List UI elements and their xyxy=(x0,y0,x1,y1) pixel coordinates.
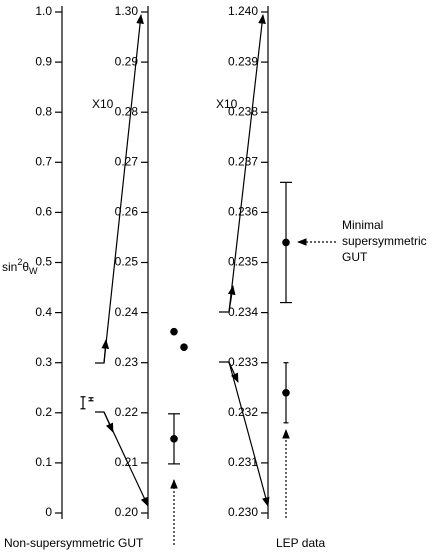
y-tick-label: 0.5 xyxy=(35,255,52,269)
y-tick-label: 0.233 xyxy=(228,355,258,369)
y-label-part: 2 xyxy=(17,257,22,267)
y-tick-label: 0.3 xyxy=(35,355,52,369)
y-tick-label: 0.234 xyxy=(228,305,258,319)
y-tick-label: 0.4 xyxy=(35,305,52,319)
y-tick-label: 1.240 xyxy=(228,4,258,18)
y-tick-label: 0.236 xyxy=(228,205,258,219)
y-tick-label: 0.1 xyxy=(35,455,52,469)
y-tick-label: 0.28 xyxy=(115,104,139,118)
y-tick-label: 0.232 xyxy=(228,405,258,419)
data-point xyxy=(170,327,178,336)
y-tick-label: 0.21 xyxy=(115,455,139,469)
y-tick-label: 0.9 xyxy=(35,54,52,68)
y-tick-label: 0.26 xyxy=(115,205,139,219)
y-tick-label: 0.238 xyxy=(228,104,258,118)
dotted-arrows xyxy=(170,238,336,545)
data-point xyxy=(180,343,188,351)
group-label: Non-supersymmetric GUT xyxy=(4,536,144,550)
y-tick-label: 0.231 xyxy=(228,455,258,469)
y-tick-label: 0.237 xyxy=(228,154,258,168)
group-label: LEP data xyxy=(276,536,325,550)
y-tick-label: 0.25 xyxy=(115,255,139,269)
y-axis-label: sin2θW xyxy=(2,257,38,276)
y-tick-label: 1.0 xyxy=(35,4,52,18)
data-point xyxy=(282,238,290,247)
annotation: GUT xyxy=(342,250,368,264)
y-tick-label: 0.235 xyxy=(228,255,258,269)
zoom-label: X10 xyxy=(216,97,238,111)
y-tick-label: 0.230 xyxy=(228,505,258,519)
annotation: supersymmetric xyxy=(342,234,427,248)
y-tick-label: 0.7 xyxy=(35,154,52,168)
y-label-part: W xyxy=(29,266,38,276)
y-label-part: sin xyxy=(2,260,17,274)
y-tick-label: 0.29 xyxy=(115,54,139,68)
y-tick-label: 0.27 xyxy=(115,154,139,168)
y-tick-label: 0.23 xyxy=(115,355,139,369)
y-tick-label: 0 xyxy=(45,505,52,519)
y-tick-label: 0.24 xyxy=(115,305,139,319)
y-tick-label: 1.30 xyxy=(115,4,139,18)
zoom-arrows xyxy=(95,14,270,507)
y-tick-label: 0.20 xyxy=(115,505,139,519)
data-point xyxy=(170,435,178,443)
y-tick-label: 0.22 xyxy=(115,405,139,419)
y-tick-label: 0.2 xyxy=(35,405,52,419)
y-tick-label: 0.8 xyxy=(35,104,52,118)
y-label-part: θ xyxy=(22,260,29,274)
y-tick-label: 0.6 xyxy=(35,205,52,219)
zoom-label: X10 xyxy=(92,97,114,111)
data-point xyxy=(282,388,290,397)
annotation: Minimal xyxy=(342,218,383,232)
y-tick-label: 0.239 xyxy=(228,54,258,68)
